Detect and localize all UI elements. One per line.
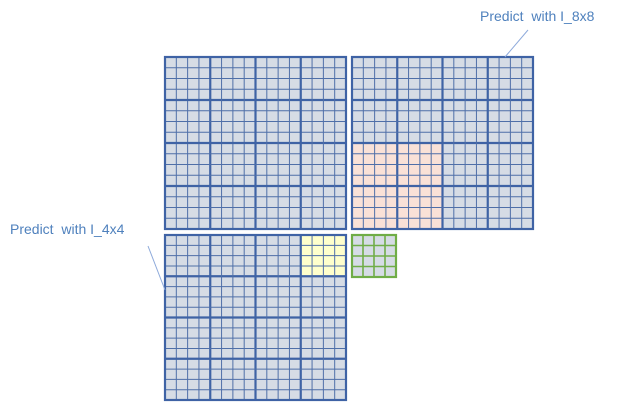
- macroblock-top-left: [163, 55, 348, 231]
- predict-8x8-label: Predict with I_8x8: [480, 8, 595, 24]
- macroblock-bottom-left: [163, 233, 348, 402]
- current-4x4-block: [350, 233, 398, 279]
- leader-line-4x4: [147, 245, 166, 291]
- leader-line-8x8: [504, 29, 529, 58]
- macroblock-top-right: [350, 55, 535, 231]
- predict-4x4-label: Predict with I_4x4: [10, 221, 125, 237]
